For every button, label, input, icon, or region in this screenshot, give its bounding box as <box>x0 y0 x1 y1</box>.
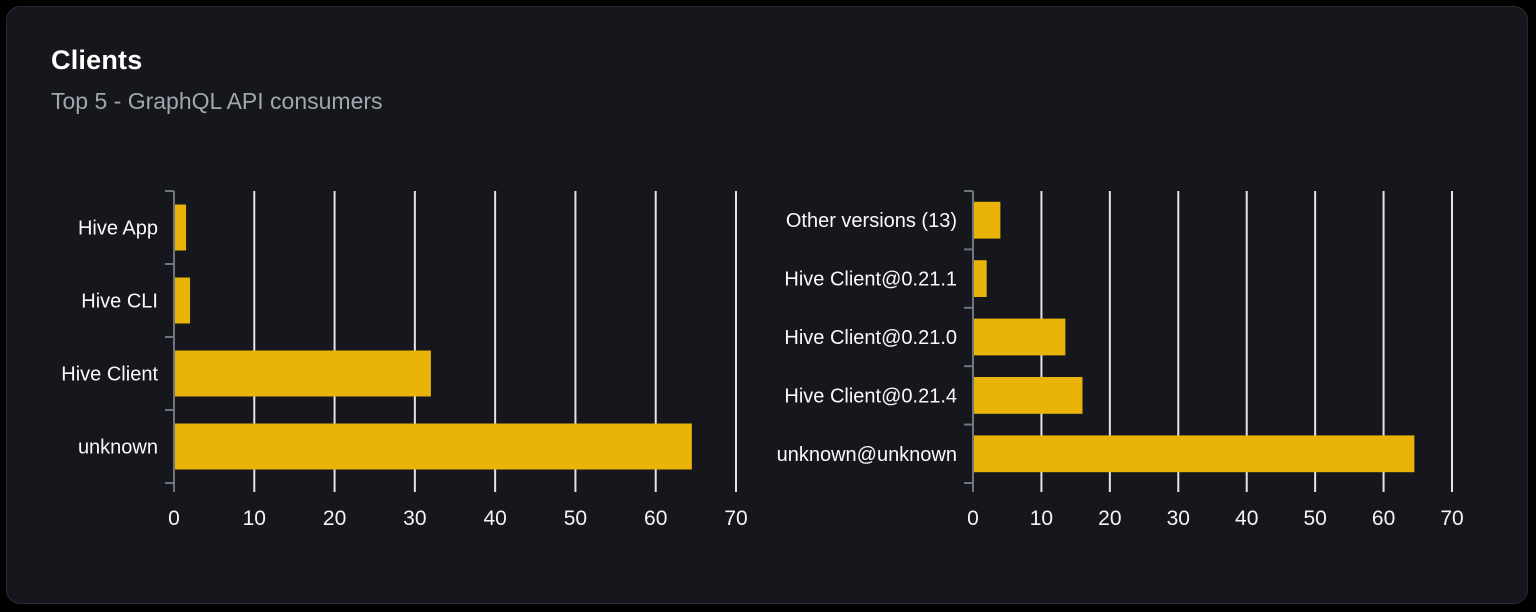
bar-chart-svg: Other versions (13) Hive Client@0.21.1 Hiv… <box>777 190 1464 530</box>
x-tick-label: 0 <box>967 507 979 530</box>
bar <box>974 201 1001 239</box>
category-label: Hive Client@0.21.1 <box>784 269 957 291</box>
x-tick-label: 50 <box>564 507 587 530</box>
category-label: Hive Client@0.21.0 <box>784 327 957 349</box>
bar <box>974 435 1415 473</box>
category-label: unknown <box>78 437 158 459</box>
category-label: Other versions (13) <box>786 210 957 232</box>
category-label: Hive Client@0.21.4 <box>784 385 957 407</box>
x-tick-label: 40 <box>1235 507 1258 530</box>
bar <box>175 277 191 324</box>
page-title: Clients <box>51 45 143 75</box>
page-subtitle: Top 5 - GraphQL API consumers <box>51 88 383 114</box>
bar-chart-svg: Hive App Hive CLI Hive Client unknown 0 10 20 3… <box>61 190 748 530</box>
bar <box>974 377 1083 414</box>
x-tick-label: 50 <box>1303 507 1326 530</box>
x-tick-label: 60 <box>1372 507 1395 530</box>
x-tick-label: 40 <box>483 507 506 530</box>
clients-card: Clients Top 5 - GraphQL API consumers Hi… <box>6 6 1528 604</box>
x-tick-label: 20 <box>1098 507 1121 530</box>
bar <box>974 260 987 297</box>
bar <box>175 204 187 251</box>
category-label: Hive App <box>78 218 158 240</box>
clients-by-name-chart: Hive App Hive CLI Hive Client unknown 0 10 20 3… <box>51 181 767 533</box>
category-label: Hive Client <box>61 364 158 386</box>
x-tick-label: 60 <box>644 507 667 530</box>
x-tick-label: 70 <box>724 507 747 530</box>
bar <box>175 423 692 470</box>
charts-row: Hive App Hive CLI Hive Client unknown 0 10 20 3… <box>51 181 1483 533</box>
bar <box>974 318 1066 356</box>
x-tick-label: 20 <box>323 507 346 530</box>
clients-by-version-chart: Other versions (13) Hive Client@0.21.1 Hiv… <box>767 181 1483 533</box>
x-tick-label: 0 <box>168 507 180 530</box>
x-tick-label: 30 <box>403 507 426 530</box>
bar <box>175 350 431 397</box>
x-tick-label: 10 <box>1030 507 1053 530</box>
category-label: Hive CLI <box>81 291 158 313</box>
x-tick-label: 70 <box>1440 507 1463 530</box>
x-tick-label: 30 <box>1167 507 1190 530</box>
category-label: unknown@unknown <box>777 444 957 466</box>
x-tick-label: 10 <box>243 507 266 530</box>
